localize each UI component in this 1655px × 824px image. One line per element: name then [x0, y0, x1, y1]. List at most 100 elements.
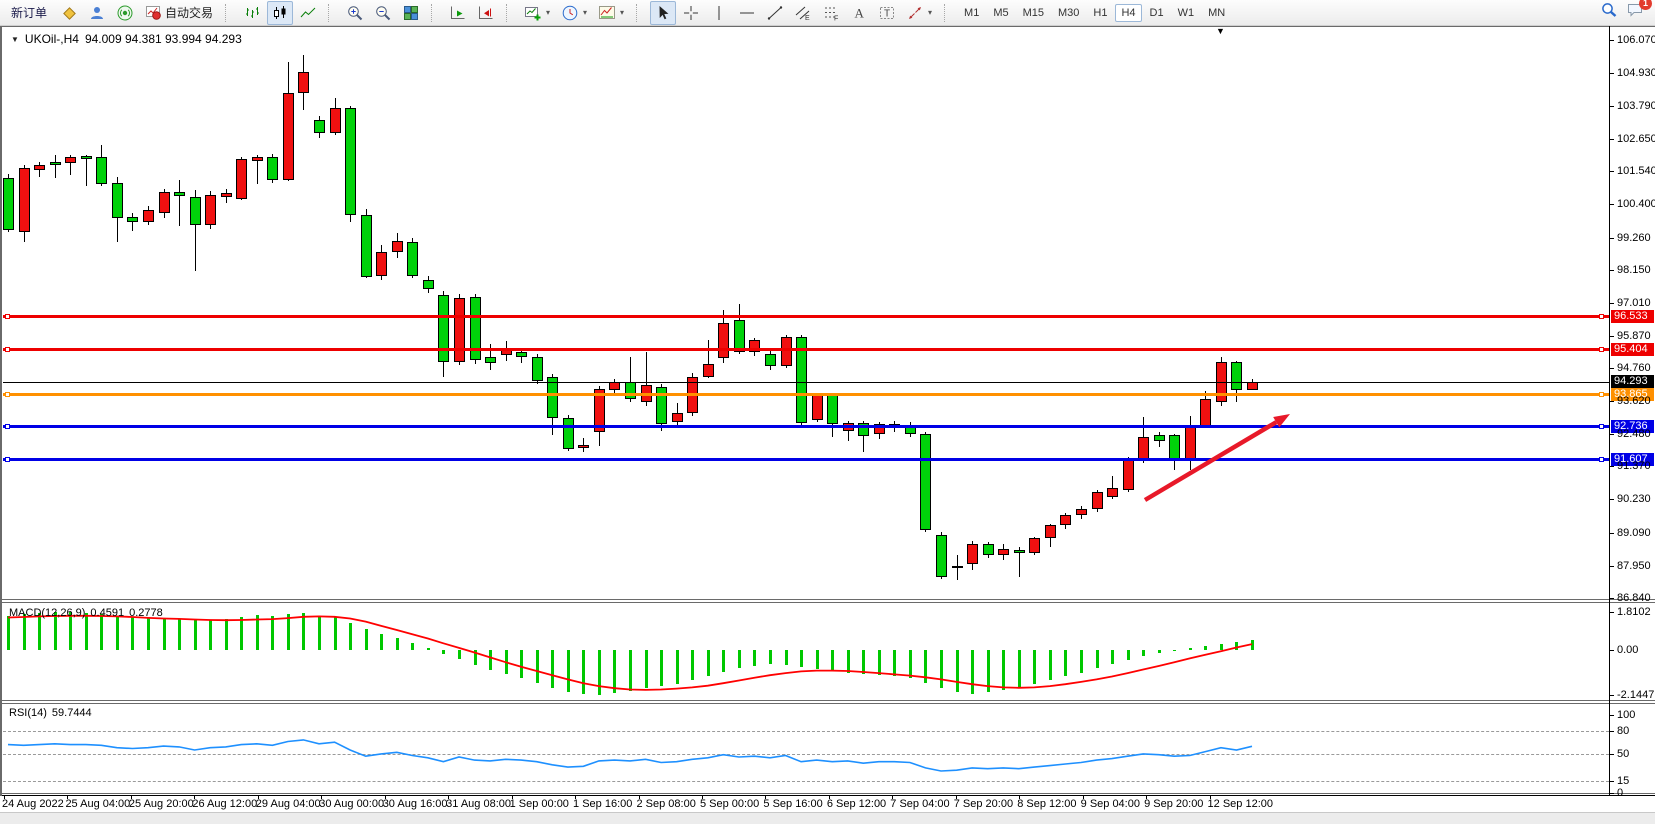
- price-tick-label: 94.760: [1617, 362, 1651, 375]
- timeframe-h4[interactable]: H4: [1115, 3, 1142, 22]
- candle: [516, 352, 527, 357]
- indicators-button[interactable]: [594, 1, 620, 25]
- macd-panel[interactable]: MACD(12,26,9) 0.4591 0.2778: [3, 604, 1609, 698]
- signal-icon[interactable]: [112, 1, 138, 25]
- bar-chart-button[interactable]: [239, 1, 265, 25]
- collapse-ohlc-icon[interactable]: ▼: [11, 34, 19, 44]
- candle: [252, 157, 263, 161]
- horizontal-level-line[interactable]: [3, 347, 1609, 351]
- candle: [1029, 538, 1040, 553]
- diamond-icon[interactable]: [56, 1, 82, 25]
- panel-separator[interactable]: [0, 700, 1655, 701]
- macd-histogram-bar: [847, 650, 850, 674]
- rsi-value: 59.7444: [51, 707, 92, 719]
- time-axis-tick: [892, 795, 894, 799]
- horizontal-level-line[interactable]: [3, 425, 1609, 429]
- text-button[interactable]: A: [846, 1, 872, 25]
- zoom-in-button[interactable]: [342, 1, 368, 25]
- timeframe-mn[interactable]: MN: [1208, 6, 1226, 19]
- toolbar-grip: [431, 3, 439, 22]
- tile-windows-button[interactable]: [398, 1, 424, 25]
- rsi-panel[interactable]: RSI(14) 59.7444: [3, 704, 1609, 793]
- candle: [376, 252, 387, 276]
- macd-histogram-bar: [1204, 646, 1207, 650]
- search-icon[interactable]: [1600, 1, 1618, 24]
- price-chart-panel[interactable]: ▼ UKOil-,H4 94.009 94.381 93.994 94.293 …: [3, 28, 1609, 598]
- candlestick-chart-button[interactable]: [267, 0, 294, 25]
- line-chart-button[interactable]: [295, 1, 321, 25]
- line-anchor-handle: [5, 346, 10, 352]
- crosshair-button[interactable]: [678, 1, 704, 25]
- line-anchor-handle: [1599, 346, 1604, 352]
- timeframe-m15[interactable]: M15: [1022, 6, 1044, 19]
- fibonacci-button[interactable]: F: [818, 1, 844, 25]
- vertical-line-button[interactable]: [706, 1, 732, 25]
- timeframe-h1[interactable]: H1: [1093, 6, 1108, 19]
- user-icon[interactable]: [84, 1, 110, 25]
- line-anchor-handle: [5, 457, 10, 462]
- indicators-dropdown-caret[interactable]: ▾: [620, 8, 625, 17]
- candle: [112, 182, 123, 218]
- candle: [827, 395, 838, 424]
- candle: [703, 363, 714, 377]
- timeframe-m5[interactable]: M5: [993, 6, 1009, 19]
- candle: [796, 337, 807, 423]
- candle: [34, 164, 45, 170]
- time-axis-tick: [1209, 795, 1211, 799]
- macd-label: MACD(12,26,9) 0.4591 0.2778: [9, 607, 163, 619]
- axis-tick: [1610, 597, 1614, 599]
- candle: [1200, 399, 1211, 427]
- panel-separator[interactable]: [0, 599, 1655, 600]
- candle: [594, 388, 605, 433]
- price-axis[interactable]: 96.533 95.404 93.865 92.736 91.607 94.293 1.81…: [1610, 26, 1655, 799]
- timeframe-m1[interactable]: M1: [964, 6, 980, 19]
- arrows-button[interactable]: [902, 1, 928, 25]
- new-order-button[interactable]: 新订单: [4, 1, 54, 24]
- price-tick-label: 91.370: [1617, 460, 1651, 473]
- macd-histogram-bar: [318, 616, 321, 650]
- timeframe-m30[interactable]: M30: [1058, 6, 1080, 19]
- new-chart-dropdown-caret[interactable]: ▾: [546, 8, 551, 17]
- svg-text:T: T: [884, 8, 890, 19]
- trendline-button[interactable]: [762, 1, 788, 25]
- zoom-out-button[interactable]: [370, 1, 396, 25]
- horizontal-level-line[interactable]: [3, 458, 1609, 461]
- chart-shift-marker-icon[interactable]: ▼: [1216, 28, 1225, 36]
- chart-shift-button[interactable]: [473, 1, 499, 25]
- autotrading-button[interactable]: 自动交易: [140, 1, 218, 25]
- text-label-button[interactable]: T: [874, 1, 900, 25]
- macd-histogram-bar: [629, 650, 632, 691]
- time-tick-label: 2 Sep 08:00: [636, 798, 696, 810]
- time-axis[interactable]: 24 Aug 2022 25 Aug 04:00 25 Aug 20:00 26 Au…: [0, 795, 1655, 812]
- macd-histogram-bar: [209, 619, 212, 650]
- macd-histogram-bar: [1220, 644, 1223, 650]
- macd-histogram-bar: [100, 614, 103, 650]
- auto-scroll-button[interactable]: [445, 1, 471, 25]
- equidistant-channel-button[interactable]: E: [790, 1, 816, 25]
- timeframe-d1[interactable]: D1: [1149, 6, 1164, 19]
- line-anchor-handle: [5, 424, 10, 430]
- axis-tick: [1610, 650, 1614, 651]
- horizontal-line-button[interactable]: [734, 1, 760, 25]
- arrows-dropdown-caret[interactable]: ▾: [928, 8, 933, 17]
- time-tick-label: 5 Sep 16:00: [763, 798, 823, 810]
- horizontal-level-line[interactable]: [3, 392, 1609, 396]
- clock-icon-button[interactable]: [557, 1, 583, 25]
- macd-histogram-bar: [427, 647, 430, 650]
- price-tick-label: 95.870: [1617, 329, 1651, 342]
- clock-dropdown-caret[interactable]: ▾: [583, 8, 588, 17]
- bid-price-label: 94.293: [1611, 375, 1654, 389]
- macd-histogram-bar: [520, 650, 523, 679]
- candle-wick: [55, 155, 56, 178]
- price-axis-line: [1609, 26, 1610, 796]
- level-price-label: 95.404: [1611, 342, 1654, 356]
- candle: [159, 191, 170, 213]
- timeframe-w1[interactable]: W1: [1177, 6, 1195, 19]
- horizontal-level-line[interactable]: [3, 315, 1609, 319]
- chat-icon[interactable]: 1: [1626, 0, 1652, 24]
- time-tick-label: 6 Sep 12:00: [826, 798, 887, 810]
- axis-tick: [1610, 106, 1614, 108]
- new-chart-button[interactable]: [520, 1, 546, 25]
- rsi-name: RSI(14): [9, 707, 47, 719]
- cursor-button[interactable]: [650, 0, 677, 25]
